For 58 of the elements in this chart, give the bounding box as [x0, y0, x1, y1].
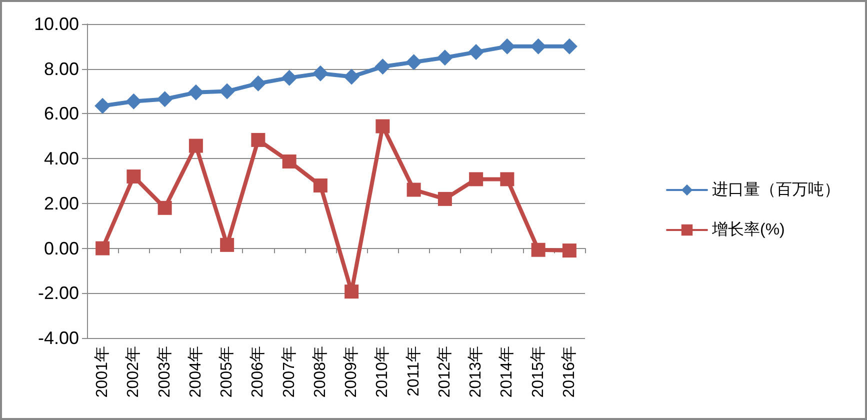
x-tick-label: 2009年: [343, 346, 360, 398]
x-tick-label: 2011年: [405, 346, 422, 396]
point: [499, 38, 516, 54]
point: [312, 65, 328, 82]
x-tick-label: 2014年: [498, 346, 516, 398]
point: [188, 84, 204, 100]
point: [500, 172, 514, 186]
point: [374, 58, 391, 75]
point: [158, 200, 172, 215]
point: [126, 93, 142, 110]
point: [220, 238, 234, 252]
point: [530, 38, 546, 54]
x-tick-label: 2015年: [530, 346, 547, 398]
point: [469, 172, 484, 186]
legend-label: 增长率(%): [711, 220, 785, 238]
x-tick-label: 2012年: [436, 346, 454, 398]
point: [376, 119, 390, 134]
point: [251, 132, 266, 147]
x-tick-label: 2005年: [218, 346, 236, 398]
y-tick-label: 4.00: [44, 148, 79, 169]
x-tick-label: 2003年: [156, 346, 174, 398]
x-tick-label: 2002年: [125, 346, 142, 398]
x-tick-label: 2007年: [280, 346, 298, 398]
point: [219, 83, 236, 100]
point: [344, 68, 360, 85]
point: [344, 284, 359, 299]
point: [531, 242, 546, 257]
y-tick-label: 8.00: [44, 58, 79, 79]
x-tick-label: 2004年: [187, 346, 204, 398]
y-tick-label: 10.00: [34, 14, 79, 34]
point: [96, 241, 110, 256]
point: [438, 192, 452, 206]
point: [281, 70, 298, 86]
x-tick-label: 2006年: [250, 346, 267, 398]
point: [94, 98, 111, 114]
point: [250, 75, 266, 92]
y-tick-label: -2.00: [38, 283, 79, 304]
legend-label: 进口量（百万吨）: [712, 180, 840, 198]
point: [406, 54, 422, 70]
point: [313, 178, 328, 192]
point: [468, 44, 484, 60]
point: [436, 50, 453, 66]
point: [562, 244, 576, 258]
point: [561, 38, 578, 54]
point: [282, 154, 296, 168]
point: [188, 138, 203, 153]
point: [126, 170, 141, 184]
x-tick-label: 2016年: [560, 346, 578, 398]
x-tick-label: 2013年: [468, 346, 485, 398]
x-tick-label: 2001年: [94, 346, 112, 398]
y-tick-label: 6.00: [44, 104, 79, 124]
y-tick-label: 0.00: [44, 238, 79, 258]
y-tick-label: 2.00: [44, 193, 79, 214]
x-tick-label: 2008年: [312, 346, 329, 398]
point: [156, 91, 173, 108]
point: [406, 182, 421, 197]
x-tick-label: 2010年: [374, 346, 392, 398]
y-tick-label: -4.00: [38, 328, 79, 348]
